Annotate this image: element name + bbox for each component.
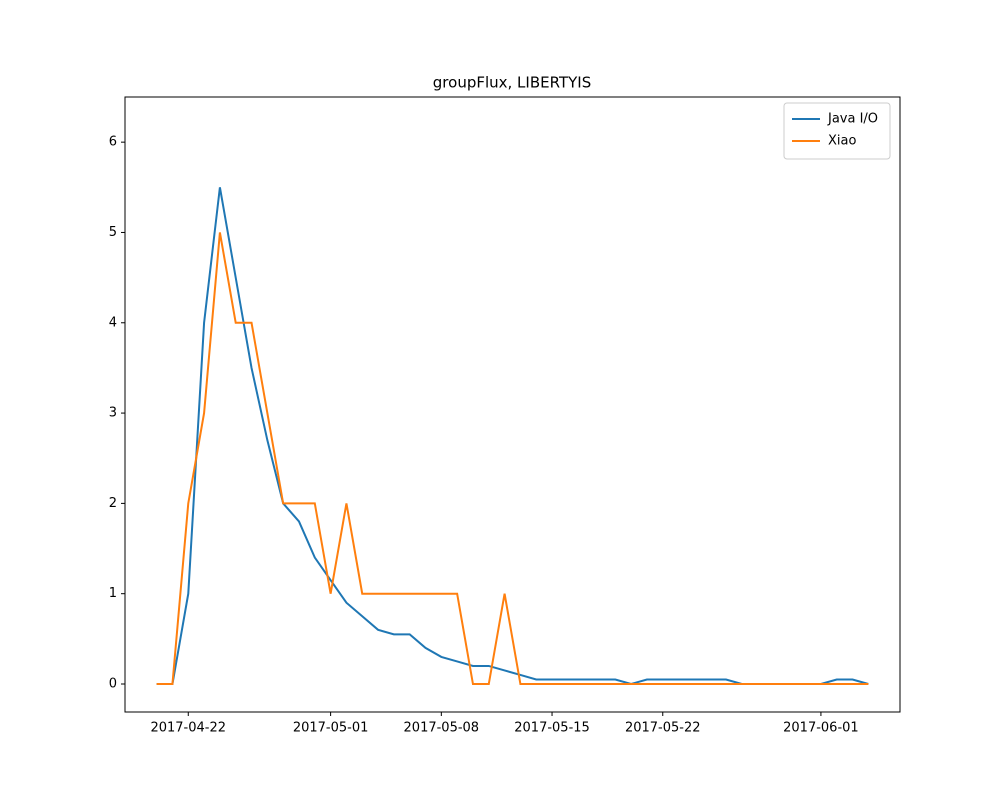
y-tick-label: 2 <box>109 496 117 511</box>
chart-title: groupFlux, LIBERTYIS <box>433 74 591 92</box>
data-line <box>156 232 869 685</box>
legend-label: Java I/O <box>827 112 878 127</box>
x-tick-label: 2017-05-08 <box>404 721 480 736</box>
legend-box <box>783 102 891 160</box>
x-tick-label: 2017-04-22 <box>150 721 226 736</box>
y-tick-label: 1 <box>109 586 117 601</box>
y-tick-label: 5 <box>109 225 117 240</box>
y-tick-label: 0 <box>109 677 117 692</box>
x-tick-label: 2017-06-01 <box>783 721 859 736</box>
legend-label: Xiao <box>828 134 856 149</box>
y-tick-label: 6 <box>109 135 117 150</box>
x-tick-label: 2017-05-22 <box>625 721 701 736</box>
x-tick-label: 2017-05-15 <box>514 721 590 736</box>
y-tick-label: 3 <box>109 406 117 421</box>
x-tick-label: 2017-05-01 <box>293 721 369 736</box>
y-tick-label: 4 <box>109 315 117 330</box>
plot-frame <box>124 96 901 713</box>
